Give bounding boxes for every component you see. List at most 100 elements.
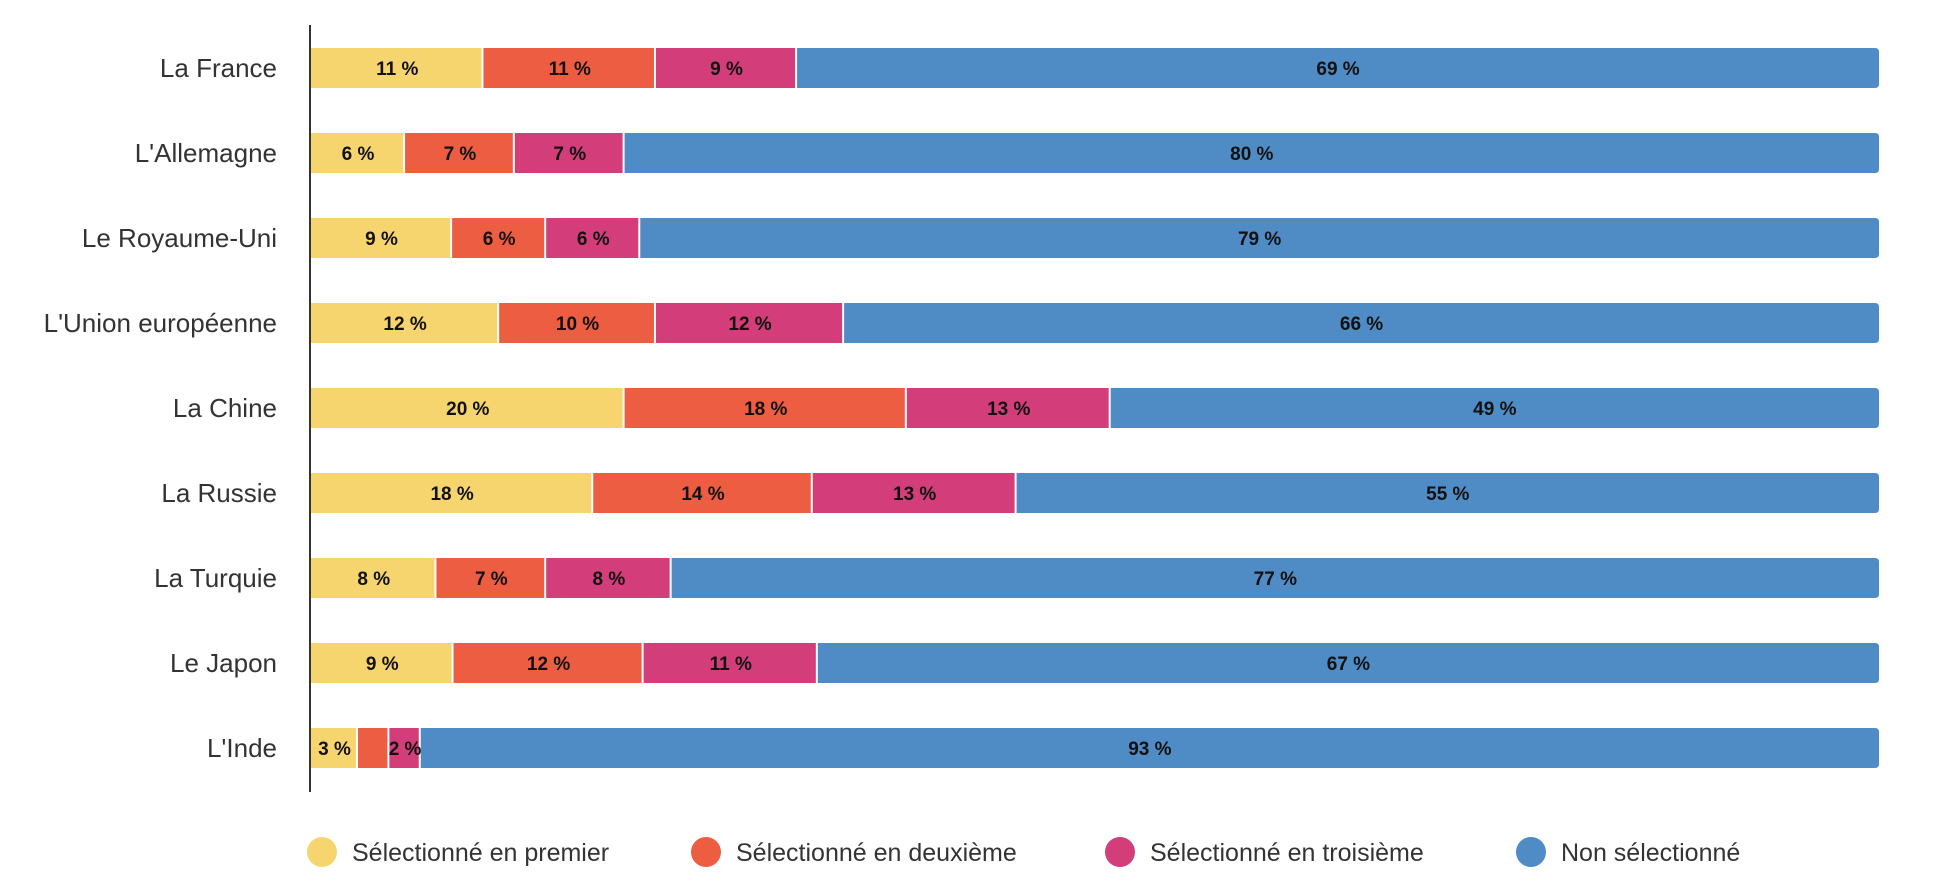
bar-segment — [655, 303, 843, 343]
bar-segment — [311, 218, 451, 258]
data-label: 12 % — [527, 654, 570, 675]
data-label: 6 % — [577, 229, 610, 250]
bar-segment — [546, 558, 670, 598]
data-label: 11 % — [376, 59, 418, 80]
legend-label: Sélectionné en troisième — [1150, 839, 1424, 867]
bar-segment — [311, 473, 592, 513]
data-label: 9 % — [366, 654, 399, 675]
data-label: 2 % — [389, 739, 422, 760]
data-label: 20 % — [446, 399, 489, 420]
legend-swatch-icon — [1516, 837, 1546, 867]
category-label: Le Royaume-Uni — [82, 223, 277, 253]
data-label: 55 % — [1426, 484, 1469, 505]
category-label: Le Japon — [170, 648, 277, 678]
bar-row: L'Allemagne 6 % 7 % 7 % 80 % — [135, 133, 1879, 173]
bar-segment — [436, 558, 545, 598]
bar-segment — [389, 728, 419, 768]
bar-row: La Russie 18 % 14 % 13 % 55 % — [161, 473, 1879, 513]
bar-segment — [453, 643, 642, 683]
bar-segment — [358, 728, 388, 768]
bar-row: La Chine 20 % 18 % 13 % 49 % — [173, 388, 1879, 428]
bar-segment — [405, 133, 513, 173]
data-label: 79 % — [1238, 229, 1281, 250]
data-label: 8 % — [357, 569, 390, 590]
legend-item: Sélectionné en deuxième — [691, 837, 1017, 867]
data-label: 69 % — [1316, 59, 1359, 80]
data-label: 12 % — [383, 314, 426, 335]
legend-label: Sélectionné en premier — [352, 839, 609, 867]
bar-segment — [311, 388, 623, 428]
legend-item: Sélectionné en premier — [307, 837, 609, 867]
bar-row: Le Royaume-Uni 9 % 6 % 6 % 79 % — [82, 218, 1879, 258]
legend: Sélectionné en premier Sélectionné en deu… — [307, 837, 1740, 867]
bar-segment — [817, 643, 1879, 683]
data-label: 49 % — [1473, 399, 1516, 420]
bar-row: La Turquie 8 % 7 % 8 % 77 % — [154, 558, 1879, 598]
bar-segment — [483, 48, 654, 88]
data-label: 9 % — [710, 59, 743, 80]
bar-segment — [812, 473, 1015, 513]
data-label: 11 % — [710, 654, 752, 675]
data-label: 67 % — [1327, 654, 1370, 675]
data-label: 80 % — [1230, 144, 1273, 165]
data-label: 13 % — [987, 399, 1030, 420]
legend-label: Sélectionné en deuxième — [736, 839, 1017, 867]
data-label: 18 % — [430, 484, 473, 505]
bar-segment — [624, 133, 1879, 173]
data-label: 6 % — [483, 229, 516, 250]
bar-row: La France 11 % 11 % 9 % 69 % — [160, 48, 1879, 88]
bar-segment — [844, 303, 1879, 343]
legend-swatch-icon — [691, 837, 721, 867]
bar-segment — [643, 643, 816, 683]
bar-segment — [655, 48, 796, 88]
bar-segment — [311, 303, 498, 343]
bar-segment — [593, 473, 811, 513]
data-label: 7 % — [553, 144, 586, 165]
category-label: L'Union européenne — [44, 308, 277, 338]
category-label: La France — [160, 53, 277, 83]
data-label: 93 % — [1128, 739, 1171, 760]
data-label: 3 % — [318, 739, 351, 760]
data-label: 14 % — [681, 484, 724, 505]
category-label: La Russie — [161, 478, 277, 508]
bar-segment — [906, 388, 1109, 428]
data-label: 7 % — [444, 144, 477, 165]
legend-label: Non sélectionné — [1561, 839, 1740, 867]
data-label: 9 % — [365, 229, 398, 250]
bar-segment — [514, 133, 623, 173]
bar-segment — [311, 728, 357, 768]
category-label: L'Inde — [207, 733, 277, 763]
data-label: 77 % — [1254, 569, 1297, 590]
legend-swatch-icon — [1105, 837, 1135, 867]
bar-segment — [546, 218, 639, 258]
bar-segment — [671, 558, 1879, 598]
data-label: 12 % — [728, 314, 771, 335]
data-label: 18 % — [744, 399, 787, 420]
bar-row: L'Inde 3 % 2 % 93 % — [207, 728, 1879, 768]
bar-segment — [499, 303, 654, 343]
bar-segment — [311, 133, 404, 173]
bar-segment — [640, 218, 1879, 258]
bar-row: Le Japon 9 % 12 % 11 % 67 % — [170, 643, 1879, 683]
legend-item: Sélectionné en troisième — [1105, 837, 1424, 867]
data-label: 8 % — [593, 569, 626, 590]
legend-swatch-icon — [307, 837, 337, 867]
bar-segment — [797, 48, 1879, 88]
data-label: 10 % — [556, 314, 599, 335]
data-label: 13 % — [893, 484, 936, 505]
bar-row: L'Union européenne 12 % 10 % 12 % 66 % — [44, 303, 1879, 343]
legend-item: Non sélectionné — [1516, 837, 1740, 867]
bar-segment — [452, 218, 545, 258]
bar-segment — [311, 558, 435, 598]
bar-segment — [624, 388, 905, 428]
bar-segment — [1110, 388, 1879, 428]
data-label: 11 % — [549, 59, 591, 80]
bar-segment — [311, 48, 482, 88]
category-label: La Turquie — [154, 563, 277, 593]
data-label: 7 % — [475, 569, 508, 590]
category-label: L'Allemagne — [135, 138, 277, 168]
bar-segment — [311, 643, 452, 683]
data-label: 66 % — [1340, 314, 1383, 335]
category-label: La Chine — [173, 393, 277, 423]
